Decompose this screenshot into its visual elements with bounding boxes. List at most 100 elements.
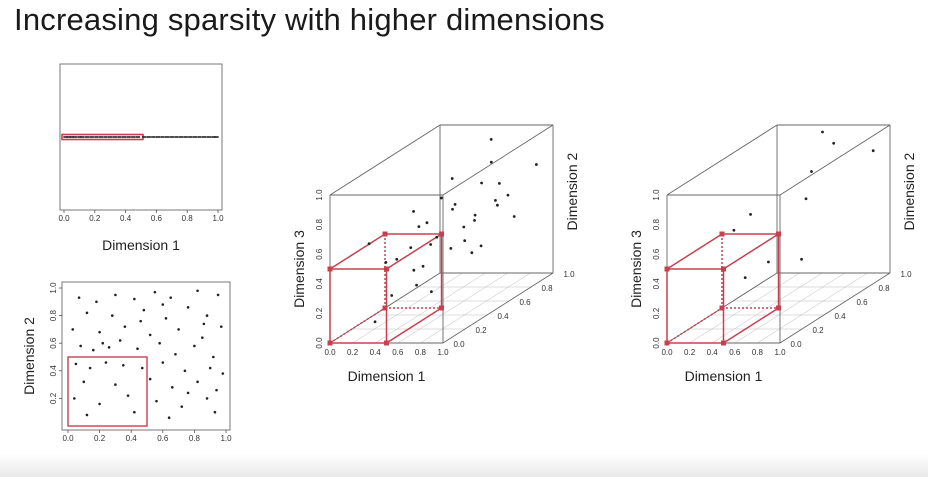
cube-edge bbox=[779, 124, 891, 196]
data-point bbox=[89, 136, 94, 138]
data-point bbox=[186, 391, 190, 395]
highlight-cube-vertex bbox=[721, 340, 726, 346]
data-point bbox=[136, 347, 139, 351]
data-point bbox=[421, 264, 425, 268]
data-point bbox=[450, 177, 454, 180]
data-point bbox=[148, 377, 152, 381]
data-point bbox=[91, 348, 95, 352]
x-tick-label: 0.0 bbox=[58, 214, 70, 223]
x-tick-label: 0.8 bbox=[189, 434, 201, 443]
plot-frame bbox=[61, 281, 231, 431]
y-axis-label: Dimension 2 bbox=[21, 317, 37, 395]
data-point bbox=[63, 136, 68, 138]
data-point bbox=[146, 136, 151, 138]
data-point bbox=[158, 341, 161, 345]
x-tick-label: 0.0 bbox=[324, 348, 336, 357]
data-point bbox=[84, 136, 90, 138]
x-tick-label: 0.6 bbox=[151, 214, 163, 223]
y-tick-label: 0.6 bbox=[519, 298, 531, 307]
z-axis-label: Dimension 3 bbox=[291, 230, 307, 308]
cube-edge bbox=[779, 272, 891, 344]
data-point bbox=[169, 296, 172, 299]
z-tick-label: 0.2 bbox=[652, 307, 661, 319]
highlight-cube-vertex bbox=[327, 340, 333, 346]
x-tick-label: 0.2 bbox=[89, 214, 101, 223]
data-point bbox=[118, 339, 122, 342]
highlight-cube-edge bbox=[666, 233, 723, 270]
data-point bbox=[142, 308, 146, 312]
data-point bbox=[108, 136, 113, 138]
data-point bbox=[221, 372, 225, 375]
data-point bbox=[69, 136, 74, 138]
highlight-cube-vertex bbox=[719, 231, 725, 237]
data-point bbox=[196, 380, 199, 384]
y-tick-label: 0.4 bbox=[49, 365, 58, 377]
x-tick-label: 0.0 bbox=[62, 434, 74, 443]
floor-grid-line bbox=[352, 272, 463, 344]
z-axis-label: Dimension 3 bbox=[628, 230, 644, 308]
data-point bbox=[810, 170, 813, 173]
y-tick-label: 0.2 bbox=[475, 326, 487, 335]
data-point bbox=[732, 228, 736, 232]
highlight-cube-edge bbox=[386, 307, 442, 344]
bottom-fade bbox=[0, 453, 928, 477]
x-tick-label: 0.6 bbox=[157, 434, 169, 443]
z-tick-label: 0.2 bbox=[315, 307, 324, 319]
data-point bbox=[435, 235, 439, 239]
x-axis-label: Dimension 1 bbox=[685, 368, 763, 384]
data-point bbox=[183, 369, 187, 373]
x-tick-label: 0.4 bbox=[120, 214, 132, 223]
data-point bbox=[66, 136, 71, 138]
z-tick-label: 0.0 bbox=[315, 337, 324, 349]
data-point bbox=[180, 405, 184, 408]
data-point bbox=[767, 260, 770, 264]
floor-grid-line bbox=[397, 272, 508, 344]
data-point bbox=[211, 136, 216, 138]
y-tick-label: 1.0 bbox=[900, 270, 912, 279]
data-point bbox=[135, 136, 141, 138]
data-point bbox=[74, 362, 78, 366]
data-point bbox=[439, 196, 443, 200]
data-point bbox=[480, 181, 483, 185]
data-point bbox=[453, 203, 457, 206]
data-point bbox=[126, 136, 131, 138]
z-tick-label: 0.0 bbox=[652, 337, 661, 349]
highlight-cube-vertex bbox=[776, 231, 781, 237]
data-point bbox=[430, 290, 433, 293]
data-point bbox=[832, 141, 836, 145]
data-point bbox=[206, 136, 211, 138]
data-point bbox=[215, 388, 218, 392]
data-point bbox=[473, 219, 476, 222]
x-tick-label: 0.8 bbox=[752, 348, 764, 357]
data-point bbox=[188, 136, 193, 138]
x-tick-label: 0.4 bbox=[707, 348, 719, 357]
y-tick-label: 0.0 bbox=[790, 340, 802, 349]
data-point bbox=[98, 402, 101, 406]
data-point bbox=[804, 197, 808, 201]
data-point bbox=[470, 251, 474, 255]
data-point bbox=[153, 290, 157, 294]
y-tick-label: 0.0 bbox=[453, 340, 465, 349]
x-tick-label: 0.4 bbox=[370, 348, 382, 357]
x-tick-label: 1.0 bbox=[212, 214, 224, 223]
y-tick-label: 0.4 bbox=[834, 312, 846, 321]
data-point bbox=[79, 344, 82, 348]
data-point bbox=[412, 210, 415, 213]
x-tick-label: 0.4 bbox=[126, 434, 138, 443]
z-tick-label: 0.8 bbox=[652, 218, 661, 230]
data-point bbox=[178, 136, 184, 138]
data-point bbox=[201, 336, 204, 339]
cube-edge bbox=[666, 124, 778, 196]
x-axis-label: Dimension 1 bbox=[348, 368, 426, 384]
data-point bbox=[449, 247, 453, 250]
data-point bbox=[177, 328, 180, 331]
x-tick-label: 0.8 bbox=[182, 214, 194, 223]
highlight-cube-vertex bbox=[664, 266, 670, 272]
y-tick-label: 0.6 bbox=[49, 337, 58, 349]
y-tick-label: 0.8 bbox=[49, 309, 58, 321]
data-point bbox=[73, 397, 76, 400]
data-point bbox=[161, 361, 165, 364]
data-point bbox=[367, 242, 371, 246]
data-point bbox=[133, 297, 136, 301]
